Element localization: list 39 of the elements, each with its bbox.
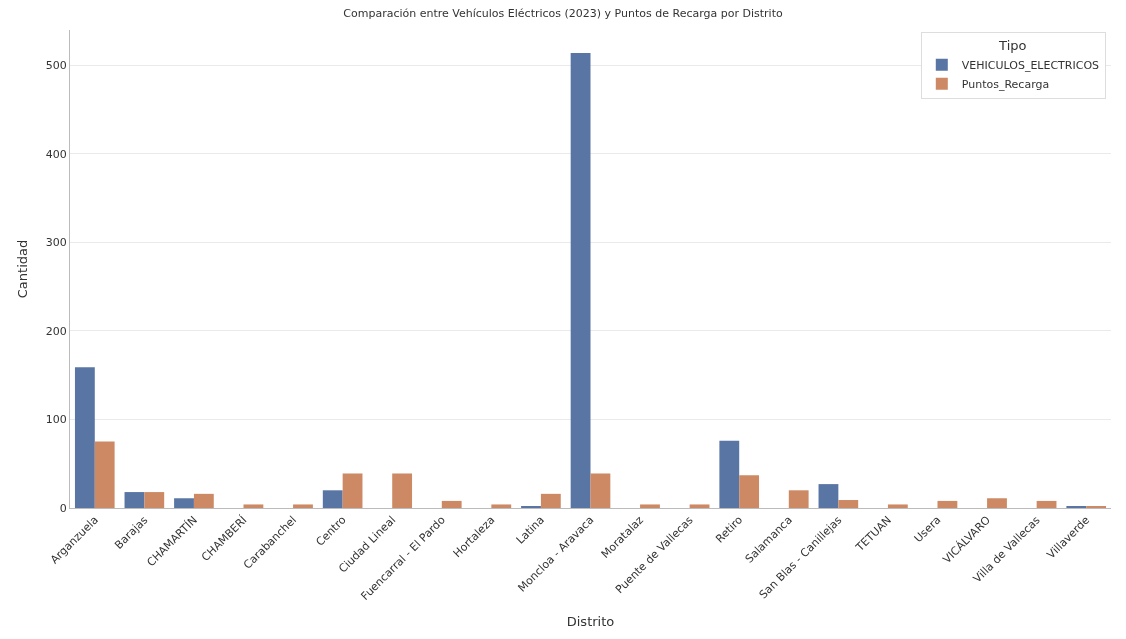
bar [322, 490, 343, 508]
bar [243, 504, 264, 508]
bar [94, 441, 115, 508]
bar [719, 440, 740, 508]
bar [491, 504, 512, 508]
legend-label: VEHICULOS_ELECTRICOS [961, 59, 1100, 73]
y-tick-label: 300 [45, 236, 67, 250]
y-tick-label: 200 [45, 324, 67, 338]
bar [640, 504, 660, 508]
bar [174, 498, 194, 508]
bar [937, 500, 958, 508]
y-axis-title: Cantidad [14, 239, 30, 299]
bar [788, 490, 809, 508]
y-tick-label: 400 [45, 147, 67, 161]
bar [590, 473, 611, 508]
bar [887, 504, 908, 508]
bar [293, 504, 313, 508]
bar [739, 475, 760, 508]
bar [124, 492, 145, 508]
y-tick-label: 0 [59, 501, 67, 515]
bar [1036, 500, 1057, 508]
bar [838, 500, 859, 508]
legend-title: Tipo [998, 38, 1027, 54]
bar [689, 504, 710, 508]
bar [540, 493, 561, 508]
bar [392, 473, 413, 508]
bar [144, 492, 165, 508]
bar [74, 367, 95, 508]
bar [818, 484, 839, 508]
legend-label: Puntos_Recarga [961, 78, 1050, 92]
bar [987, 498, 1007, 508]
bar [342, 473, 363, 508]
bar [193, 493, 214, 508]
y-tick-label: 100 [45, 413, 67, 427]
bar [441, 500, 462, 508]
chart-title: Comparación entre Vehículos Eléctricos (2023) y Puntos de Recarga por Distrito [343, 7, 783, 21]
bar [570, 53, 591, 508]
y-tick-label: 500 [45, 59, 67, 73]
x-axis-title: Distrito [566, 614, 615, 630]
